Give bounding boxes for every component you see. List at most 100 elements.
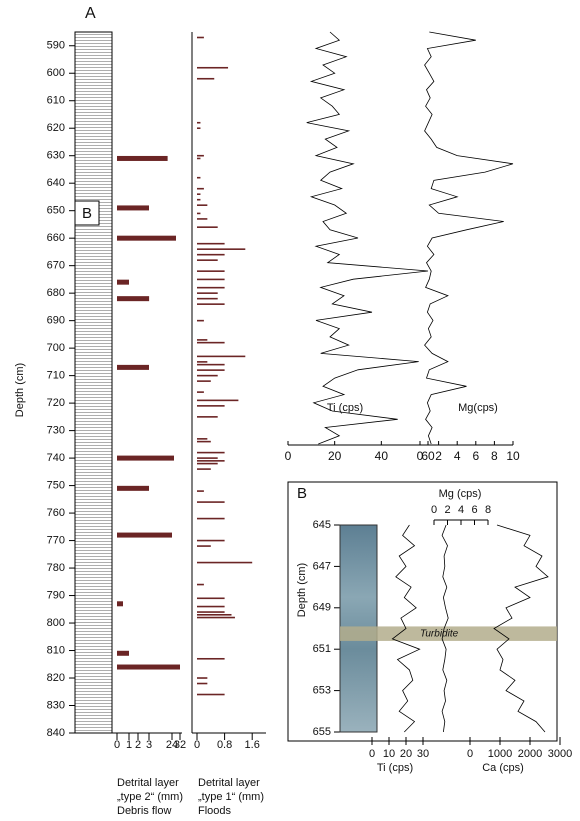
annotation: B xyxy=(82,205,92,222)
bar xyxy=(197,286,225,289)
bar xyxy=(197,66,229,69)
bar xyxy=(197,303,225,305)
x-tick-label: 20 xyxy=(400,748,412,760)
y-tick-label: 590 xyxy=(47,40,65,52)
legend-label: Ti (cps) xyxy=(377,762,413,774)
y-tick-label: 650 xyxy=(47,205,65,217)
bar xyxy=(197,399,239,402)
axis-label: Ti (cps) xyxy=(327,402,363,414)
y-tick-label: 790 xyxy=(47,589,65,601)
y-tick-label: 620 xyxy=(47,122,65,134)
bar xyxy=(197,270,225,272)
bar xyxy=(197,501,225,503)
y-tick-label: 640 xyxy=(47,177,65,189)
annotation-box xyxy=(74,200,100,226)
x-tick-label: 0 xyxy=(417,449,424,463)
y-tick-label: 647 xyxy=(313,560,331,572)
x-tick-label: 20 xyxy=(328,449,342,463)
y-tick-label: 710 xyxy=(47,370,65,382)
bar xyxy=(197,297,218,300)
bar xyxy=(197,127,201,130)
y-tick-label: 800 xyxy=(47,617,65,629)
x-axis-label: Debris flow xyxy=(117,805,171,817)
bar xyxy=(197,440,211,443)
x-tick-label: 10 xyxy=(383,748,395,760)
bar xyxy=(197,361,208,363)
bar xyxy=(197,204,208,206)
y-tick-label: 660 xyxy=(47,232,65,244)
bar xyxy=(197,355,246,358)
x-tick-label: 0 xyxy=(285,449,292,463)
x-tick-label: 2 xyxy=(435,449,442,463)
y-tick-label: 840 xyxy=(47,727,65,739)
x-tick-label: 8 xyxy=(491,449,498,463)
bar xyxy=(197,405,225,407)
bar xyxy=(197,613,232,616)
x-tick-label: 3 xyxy=(146,739,152,751)
x-tick-label: 40 xyxy=(375,449,389,463)
x-tick-label: 10 xyxy=(506,449,520,463)
y-tick-label: 610 xyxy=(47,95,65,107)
bar xyxy=(197,218,208,220)
bar xyxy=(197,242,225,245)
bar xyxy=(197,597,225,600)
bar xyxy=(197,176,201,179)
legend-label: Mg (cps) xyxy=(439,488,482,500)
bar xyxy=(117,650,129,656)
bar xyxy=(117,364,149,370)
legend-label: Ca (cps) xyxy=(482,762,524,774)
y-tick-label: 730 xyxy=(47,425,65,437)
x-tick-label: 0 xyxy=(431,504,437,516)
y-tick-label: 720 xyxy=(47,397,65,409)
y-tick-label: 830 xyxy=(47,699,65,711)
bar xyxy=(117,455,174,461)
bar xyxy=(197,36,204,39)
bar xyxy=(197,253,225,256)
x-tick-label: 2 xyxy=(444,504,450,516)
bar xyxy=(197,460,225,462)
y-tick-label: 630 xyxy=(47,150,65,162)
bar xyxy=(117,485,149,491)
x-tick-label: 2 xyxy=(135,739,141,751)
bar xyxy=(197,187,204,190)
axis-label: Mg(cps) xyxy=(458,402,498,414)
bar xyxy=(197,292,218,294)
y-tick-label: 750 xyxy=(47,479,65,491)
bar xyxy=(197,616,235,619)
bar xyxy=(197,198,201,201)
x-tick-label: 4 xyxy=(454,449,461,463)
x-tick-label: 0 xyxy=(467,748,473,760)
y-tick-label: 645 xyxy=(313,519,331,531)
x-tick-label: 2000 xyxy=(518,748,542,760)
data-line xyxy=(391,524,421,733)
bar xyxy=(197,682,208,685)
bar xyxy=(197,363,225,366)
bar xyxy=(117,296,150,302)
y-tick-label: 700 xyxy=(47,342,65,354)
bar xyxy=(197,319,204,322)
bar xyxy=(197,339,208,341)
bar xyxy=(197,462,218,465)
x-axis-label: „type 1“ (mm) xyxy=(198,791,264,803)
bar xyxy=(197,677,208,679)
x-tick-label: 1 xyxy=(126,739,132,751)
bar xyxy=(197,380,211,382)
bar xyxy=(197,539,225,542)
bar xyxy=(197,212,201,215)
data-line xyxy=(306,31,429,445)
panel-label: A xyxy=(85,5,96,22)
x-axis-label: Detrital layer xyxy=(198,777,260,789)
x-axis-label: Floods xyxy=(198,805,232,817)
annotation: Turbidite xyxy=(420,628,459,639)
bar xyxy=(197,545,211,547)
y-axis-label: Depth (cm) xyxy=(296,563,308,617)
x-tick-label: 1000 xyxy=(488,748,512,760)
bar xyxy=(197,193,201,195)
bar xyxy=(197,416,218,418)
bar xyxy=(197,77,215,80)
bar xyxy=(117,601,123,607)
bar xyxy=(197,369,225,371)
bar xyxy=(197,248,246,250)
panel-label: B xyxy=(297,485,307,502)
